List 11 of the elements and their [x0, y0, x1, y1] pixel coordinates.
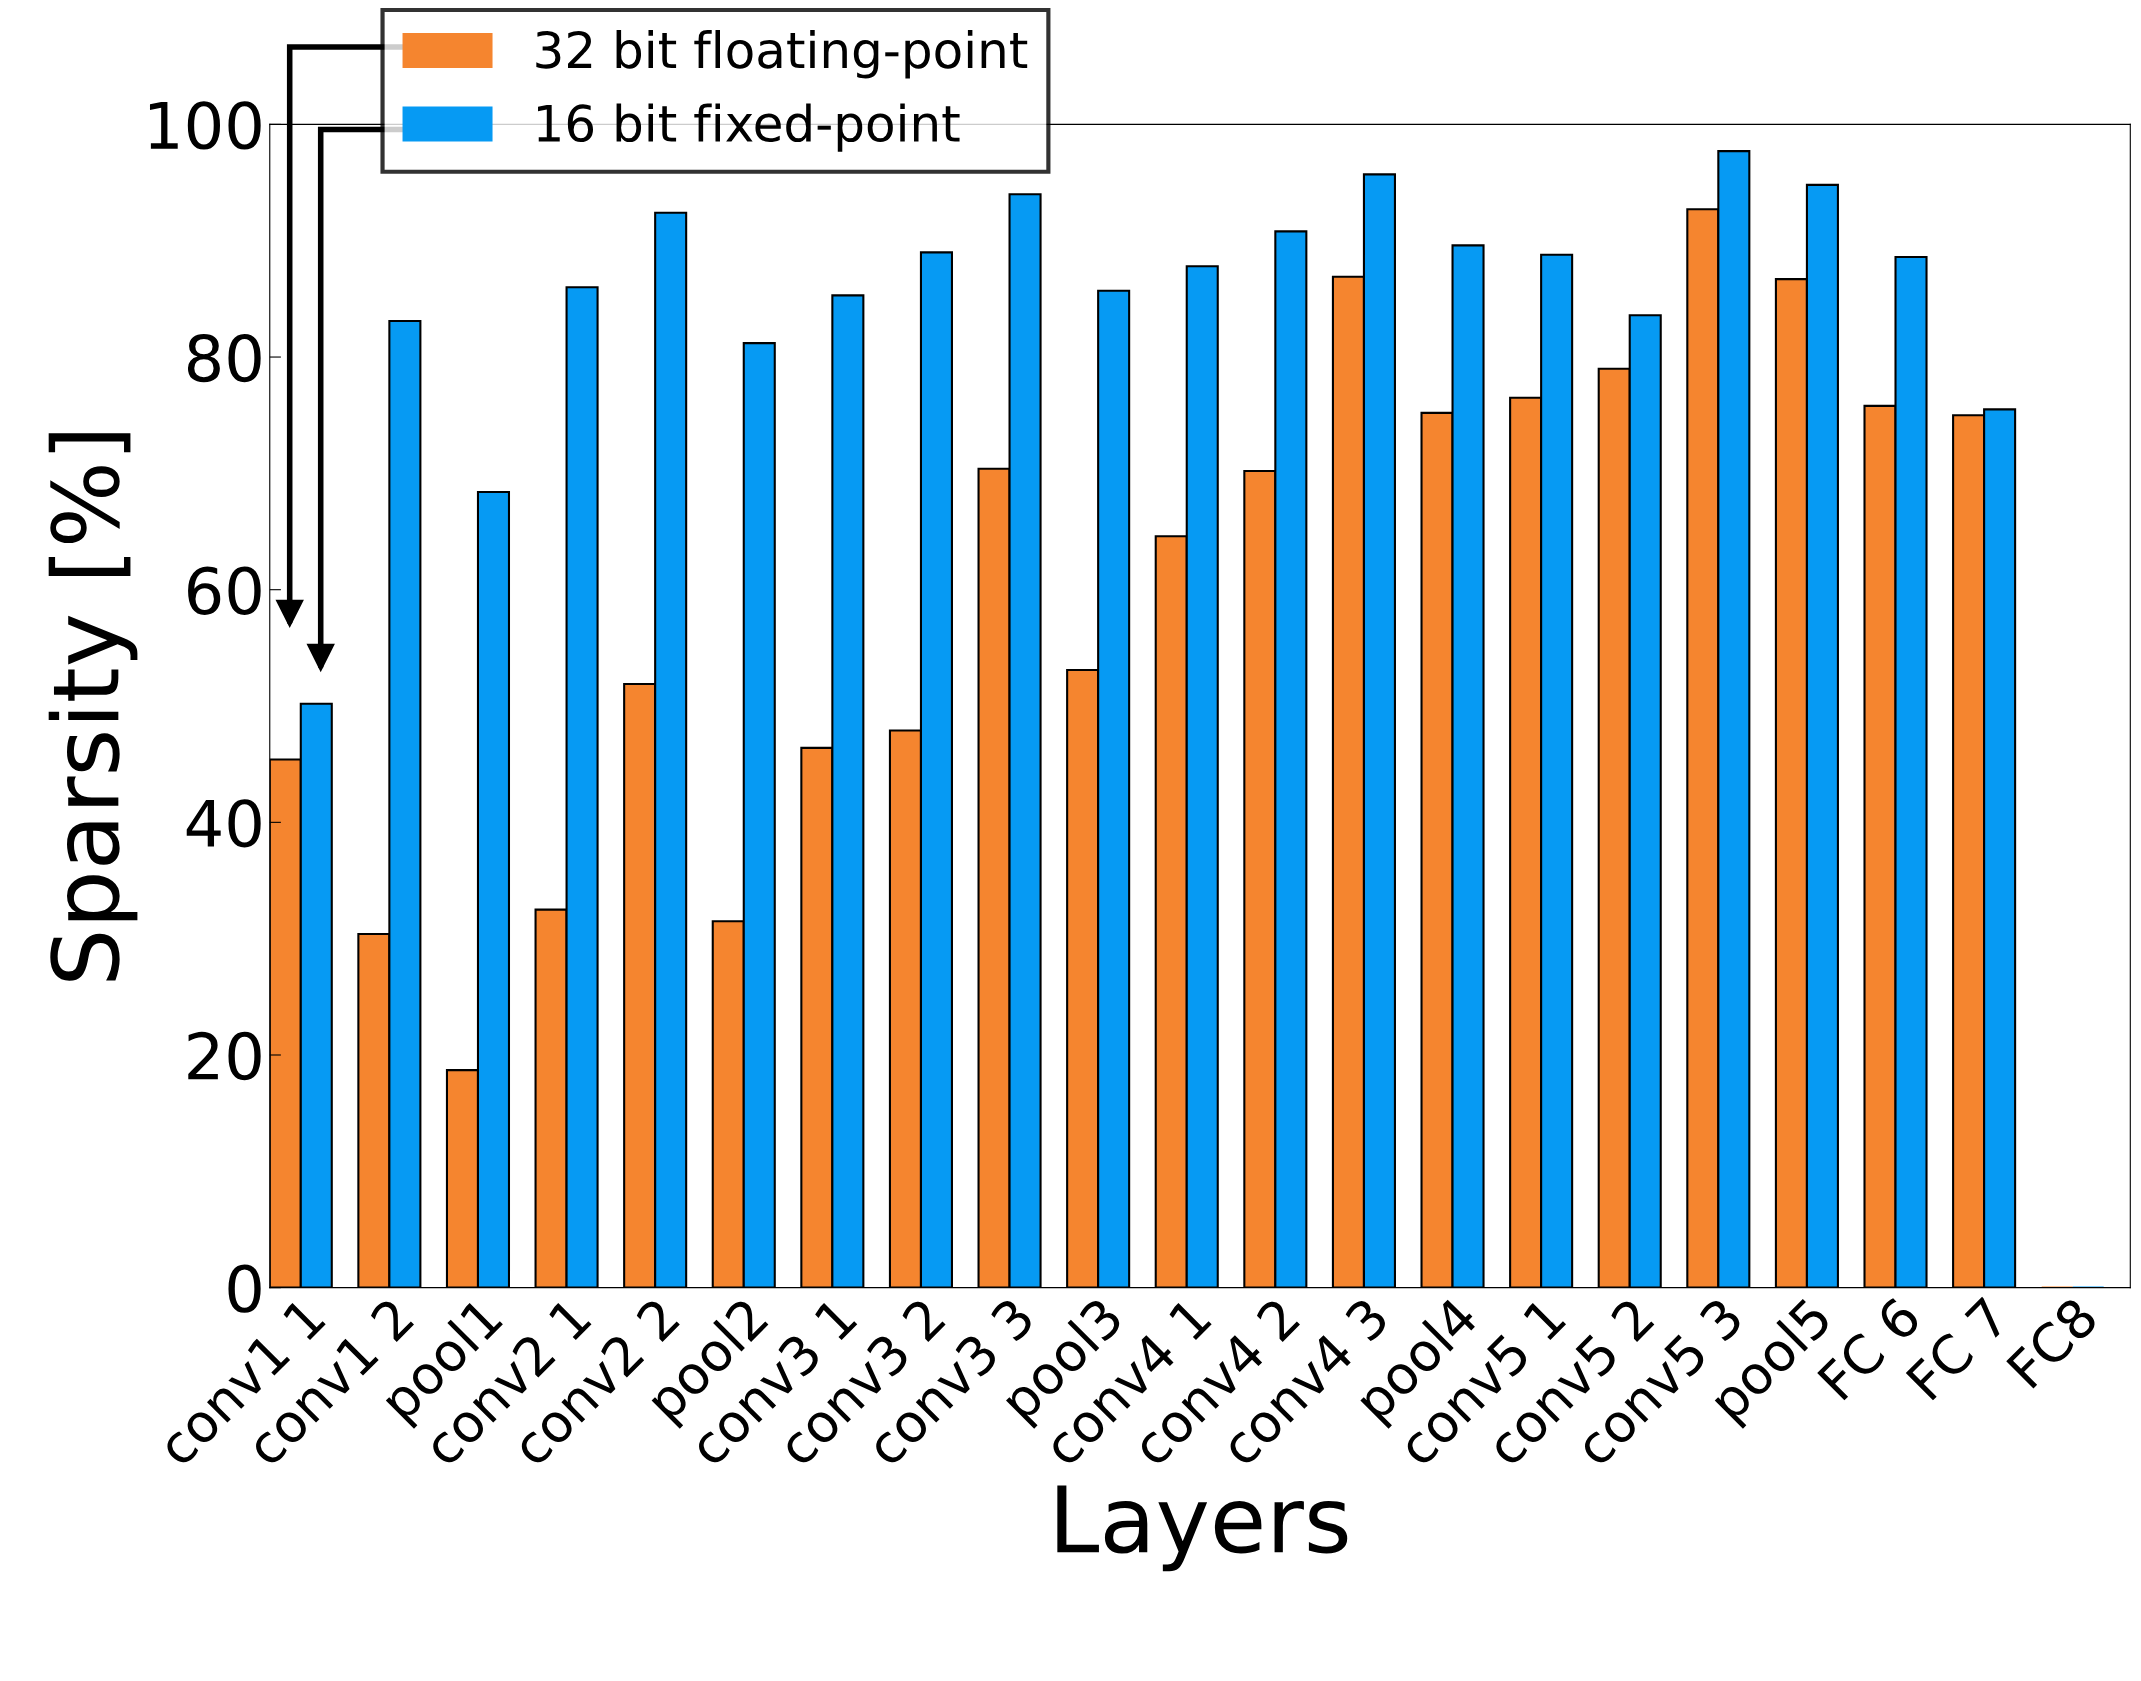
- legend-label: 32 bit floating-point: [536, 30, 1028, 79]
- x-tick-label: FC8: [2005, 1295, 2100, 1389]
- y-tick-label: 20: [188, 1031, 261, 1081]
- y-axis-title: Sparsity [%]: [48, 433, 138, 981]
- y-tick-label: 0: [228, 1264, 261, 1313]
- y-tick-label: 60: [188, 566, 261, 615]
- legend-label: 16 bit fixed-point: [538, 103, 960, 152]
- x-axis-title: Layers: [1057, 1485, 1348, 1572]
- y-tick-label: 100: [149, 101, 261, 150]
- y-tick-label: 40: [186, 799, 261, 848]
- y-tick-label: 80: [187, 333, 261, 383]
